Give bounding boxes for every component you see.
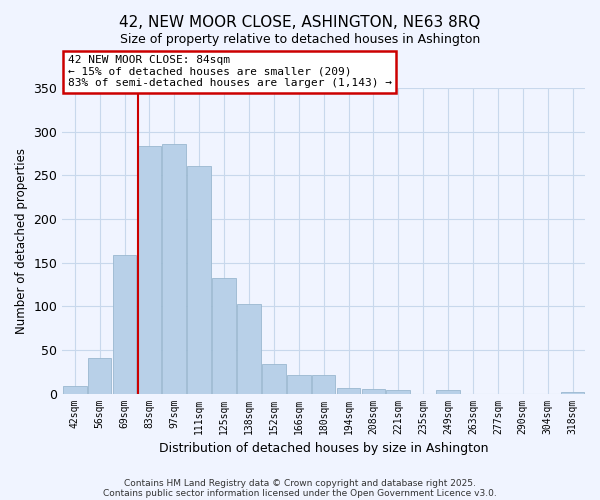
Bar [386,390,410,394]
Bar [287,375,311,394]
Text: Contains public sector information licensed under the Open Government Licence v3: Contains public sector information licen… [103,488,497,498]
Bar [337,388,361,394]
Bar [63,386,86,394]
Bar [436,390,460,394]
Bar [237,304,261,394]
Bar [212,278,236,394]
Y-axis label: Number of detached properties: Number of detached properties [15,148,28,334]
Bar [88,358,112,394]
Text: 42 NEW MOOR CLOSE: 84sqm
← 15% of detached houses are smaller (209)
83% of semi-: 42 NEW MOOR CLOSE: 84sqm ← 15% of detach… [68,55,392,88]
Bar [362,389,385,394]
Bar [113,255,136,394]
Bar [262,364,286,394]
Bar [312,375,335,394]
X-axis label: Distribution of detached houses by size in Ashington: Distribution of detached houses by size … [159,442,488,455]
Text: Size of property relative to detached houses in Ashington: Size of property relative to detached ho… [120,32,480,46]
Text: Contains HM Land Registry data © Crown copyright and database right 2025.: Contains HM Land Registry data © Crown c… [124,478,476,488]
Bar [561,392,584,394]
Bar [163,144,186,394]
Bar [187,166,211,394]
Bar [137,146,161,394]
Text: 42, NEW MOOR CLOSE, ASHINGTON, NE63 8RQ: 42, NEW MOOR CLOSE, ASHINGTON, NE63 8RQ [119,15,481,30]
